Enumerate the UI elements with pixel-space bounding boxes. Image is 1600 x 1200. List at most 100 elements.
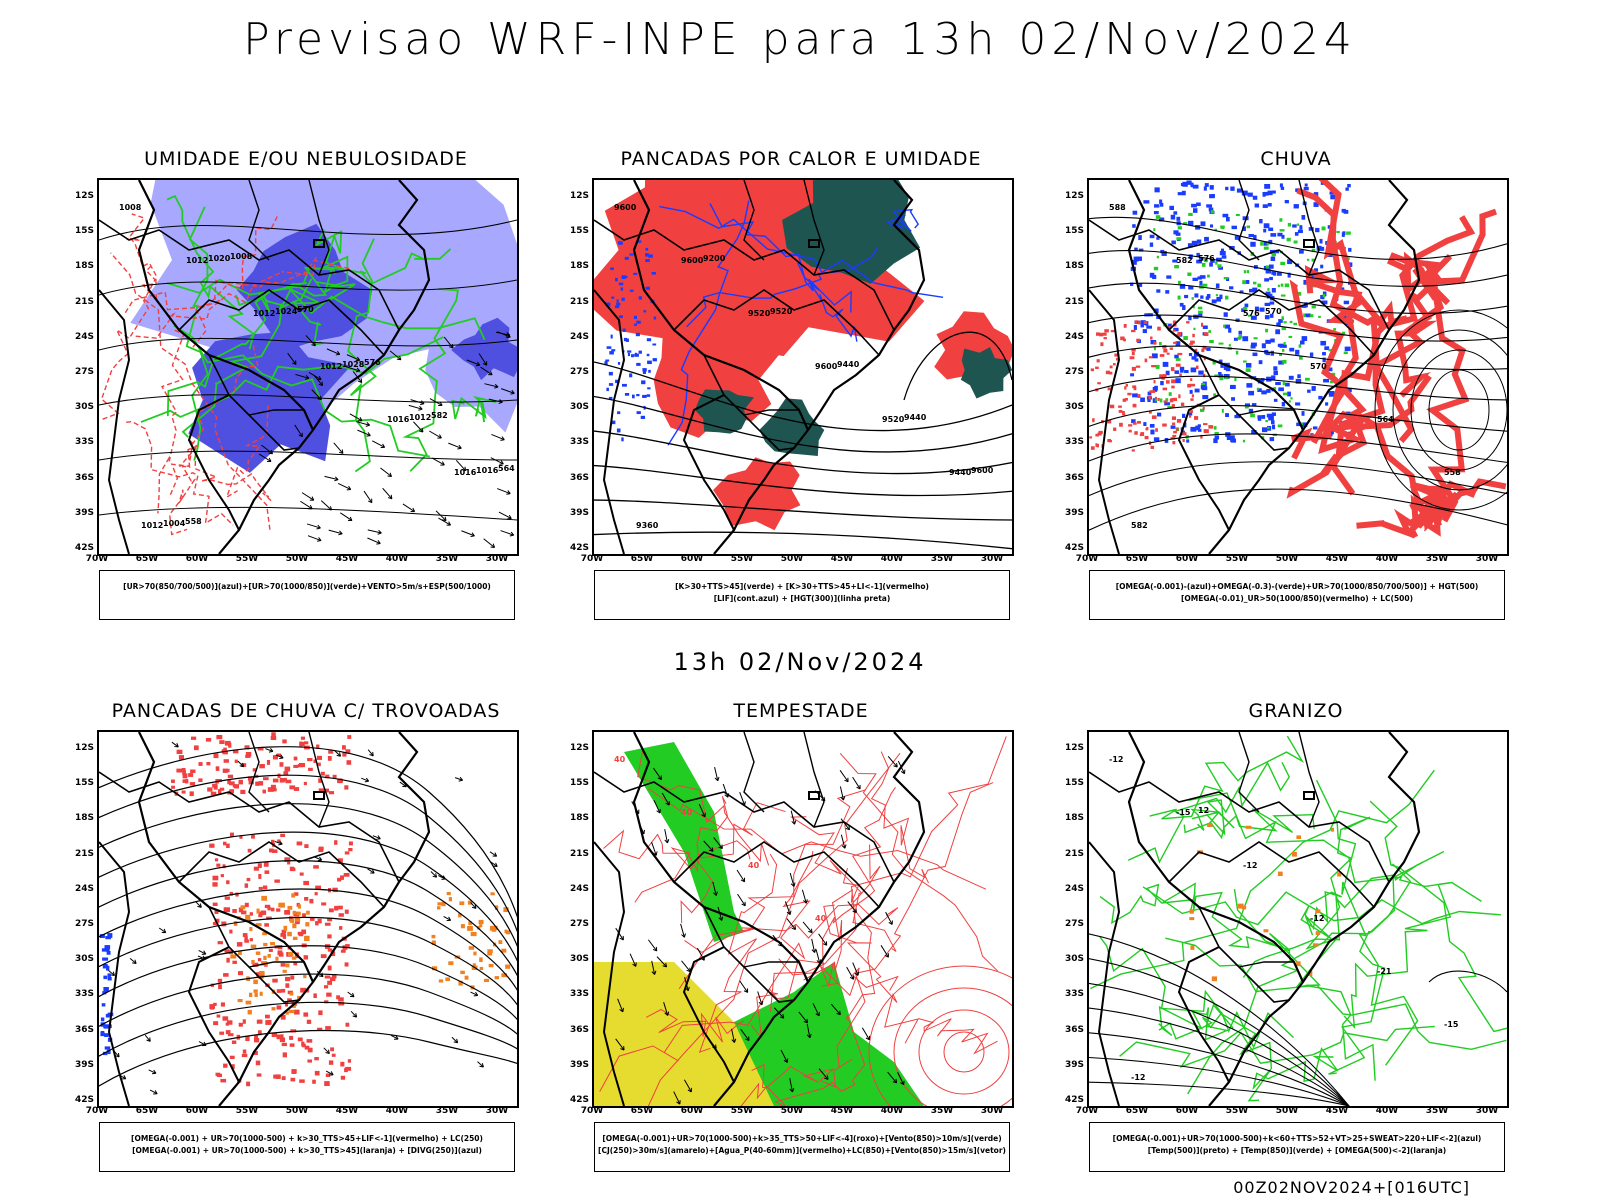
state-border — [308, 180, 330, 276]
omega-rising-motion-area — [1294, 232, 1299, 236]
wind-vector — [158, 927, 167, 934]
omega-rising-motion-area — [1303, 186, 1309, 191]
thunderstorm-area — [301, 929, 307, 935]
thunderstorm-area — [263, 861, 269, 867]
omega-rising-motion-area — [1136, 256, 1142, 261]
latitude-tick-label: 33S — [569, 989, 589, 1000]
lifted-index-contour — [622, 328, 626, 332]
wind-vector — [484, 383, 499, 388]
precipitable-water-contour — [821, 786, 896, 970]
thunderstorm-area — [262, 789, 266, 794]
country-border — [682, 394, 735, 531]
wind-vector — [470, 991, 478, 996]
omega-rising-motion-area — [1139, 283, 1143, 287]
thunderstorm-area — [328, 1060, 334, 1065]
omega-rising-motion-area — [1246, 383, 1253, 388]
thunderstorm-area — [293, 764, 299, 768]
divergence-area — [107, 977, 112, 981]
omega-rising-motion-area — [1309, 274, 1315, 278]
omega-rising-motion-area — [1200, 295, 1204, 299]
wind-vector-head — [329, 1071, 334, 1076]
thunderstorm-area — [277, 950, 283, 956]
temperature-500hPa-contour — [1428, 970, 1507, 993]
wind-vector — [438, 875, 446, 880]
lifted-index-contour — [615, 277, 618, 282]
wind-vector — [739, 792, 746, 806]
omega-rising-motion-area — [1231, 397, 1236, 401]
omega-rising-motion-area — [1165, 370, 1170, 376]
omega-rising-motion-area — [1215, 283, 1220, 289]
omega-rising-motion-area — [1257, 415, 1262, 419]
temperature-500hPa-contour — [1089, 958, 1350, 1106]
longitude-tick-label: 45W — [1325, 1106, 1349, 1116]
latitude-tick-label: 24S — [569, 331, 589, 342]
lifted-index-contour — [608, 383, 614, 386]
wind-vector-head — [893, 762, 898, 768]
wind-vector-head — [446, 916, 452, 921]
omega-rising-motion-area — [1269, 437, 1275, 442]
wind-vector-head — [709, 847, 714, 852]
legend-line: [Temp(500)](preto) + [Temp(850)](verde) … — [1147, 1146, 1447, 1155]
omega-rising-motion-area — [1154, 187, 1160, 193]
convective-area — [458, 980, 463, 986]
omega-500hPa-area — [1207, 823, 1213, 827]
convective-area — [253, 989, 258, 993]
strong-omega-area — [1201, 382, 1206, 386]
strong-omega-area — [1306, 258, 1310, 261]
strong-omega-area — [1228, 344, 1231, 347]
rain-area — [1121, 411, 1125, 414]
convective-area — [297, 904, 301, 909]
wind-vector-head — [151, 1069, 157, 1075]
rain-area — [1124, 386, 1127, 390]
forecast-map: 1008 1012 1012 1012 1016 1016 1012 1020 1024 1028… — [97, 178, 519, 556]
thunderstorm-area — [181, 790, 186, 794]
country-border — [1177, 394, 1230, 531]
rain-area — [1172, 441, 1176, 445]
rain-area — [1144, 358, 1148, 363]
temperature-500hPa-contour — [1089, 1007, 1350, 1106]
latitude-tick-label: 39S — [74, 507, 94, 518]
wind-vector-head — [380, 443, 386, 449]
strong-omega-area — [1283, 342, 1286, 345]
rain-area — [1127, 392, 1132, 396]
temperature-850hPa-contour — [1090, 769, 1435, 990]
rain-area — [1172, 320, 1177, 324]
omega-rising-motion-area — [1275, 329, 1281, 335]
wind-vector-head — [664, 1011, 670, 1016]
legend-line: [OMEGA(-0.001) + UR>70(1000-500) + k>30_… — [131, 1134, 483, 1143]
wind-vector-head — [457, 444, 462, 450]
rain-area — [1173, 430, 1177, 434]
contour-label: 576 — [364, 358, 381, 367]
omega-rising-motion-area — [1160, 381, 1164, 386]
strong-omega-area — [1273, 387, 1277, 390]
wind-vector-head — [121, 1075, 127, 1080]
precipitable-water-contour — [698, 853, 778, 1053]
rain-area — [1190, 340, 1195, 344]
lifted-index-contour — [618, 241, 623, 245]
wind-vector — [287, 352, 297, 365]
wind-vector-head — [316, 524, 321, 530]
lifted-index-contour — [636, 320, 641, 324]
omega-rising-motion-area — [1234, 415, 1241, 419]
rain-area — [1125, 383, 1128, 387]
omega-rising-motion-area — [1195, 425, 1201, 431]
convective-area — [292, 956, 297, 960]
omega-rising-motion-area — [1174, 354, 1179, 359]
thunderstorm-area — [340, 1075, 346, 1080]
contour-label: 1016 — [454, 468, 477, 477]
wind-vector-head — [856, 784, 861, 790]
omega-rising-motion-area — [1265, 291, 1271, 296]
thunderstorm-area — [189, 791, 194, 797]
strong-omega-area — [1191, 297, 1194, 300]
contour-label: 576 — [1198, 254, 1215, 263]
temperature-850hPa-contour — [1328, 863, 1412, 1075]
thunderstorm-area — [271, 1032, 278, 1038]
rain-area — [1133, 422, 1137, 425]
thunderstorm-area — [313, 865, 319, 869]
wind-vector — [390, 1034, 399, 1040]
wind-vector — [698, 803, 706, 818]
longitude-tick-label: 45W — [1325, 554, 1349, 564]
geopotential-height-contour — [594, 395, 1012, 453]
thunderstorm-area — [244, 745, 250, 750]
thunderstorm-area — [327, 965, 332, 971]
